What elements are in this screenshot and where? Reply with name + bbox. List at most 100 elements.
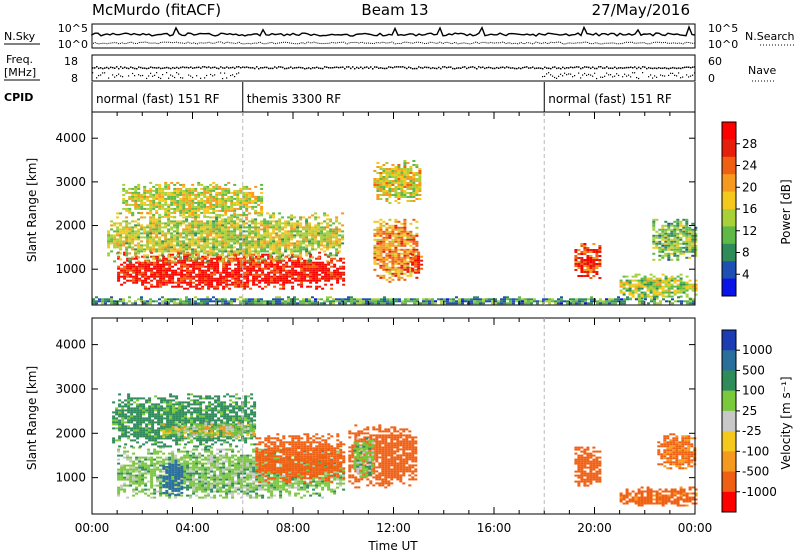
data-cell: [230, 218, 234, 221]
data-cell: [272, 244, 276, 247]
data-cell: [676, 289, 680, 292]
data-cell: [311, 236, 315, 239]
data-cell: [254, 300, 257, 303]
data-cell: [284, 244, 288, 247]
data-cell: [275, 228, 279, 231]
data-cell: [213, 277, 217, 280]
data-cell: [125, 189, 129, 192]
data-cell: [679, 295, 683, 298]
data-cell: [222, 279, 226, 282]
data-cell: [212, 205, 216, 208]
data-cell: [653, 302, 656, 305]
data-cell: [309, 265, 313, 268]
data-cell: [279, 269, 283, 272]
data-cell: [323, 250, 327, 253]
data-cell: [182, 230, 186, 233]
data-cell: [315, 275, 319, 278]
freq-point: [176, 66, 178, 69]
data-cell: [152, 189, 156, 192]
data-cell: [634, 283, 638, 286]
data-cell: [625, 279, 629, 282]
data-cell: [239, 201, 243, 204]
data-cell: [170, 244, 174, 247]
freq-point: [346, 66, 348, 68]
data-cell: [203, 189, 207, 192]
data-cell: [215, 216, 219, 219]
data-cell: [249, 261, 253, 264]
nave-point: [210, 73, 212, 76]
data-cell: [290, 228, 294, 231]
data-cell: [415, 190, 419, 192]
data-cell: [131, 191, 135, 194]
data-cell: [661, 238, 665, 241]
data-cell: [649, 295, 653, 298]
data-cell: [137, 211, 141, 214]
freq-point: [298, 66, 300, 69]
data-cell: [658, 240, 662, 243]
data-cell: [267, 279, 271, 282]
freq-point: [362, 67, 364, 70]
data-cell: [132, 277, 136, 280]
data-cell: [685, 228, 689, 231]
data-cell: [440, 302, 443, 305]
data-cell: [248, 248, 252, 251]
data-cell: [138, 273, 142, 276]
data-cell: [209, 191, 213, 194]
data-cell: [574, 265, 578, 267]
data-cell: [188, 252, 192, 255]
data-cell: [261, 253, 265, 256]
data-cell: [324, 267, 328, 270]
data-cell: [281, 222, 285, 225]
data-cell: [126, 476, 130, 479]
data-cell: [406, 182, 410, 184]
freq-point: [364, 66, 366, 69]
data-cell: [661, 293, 665, 296]
data-cell: [658, 285, 662, 288]
nave-point: [138, 74, 140, 76]
data-cell: [173, 222, 177, 225]
data-cell: [170, 232, 174, 235]
data-cell: [138, 490, 142, 493]
data-cell: [401, 300, 404, 303]
data-cell: [201, 265, 205, 268]
data-cell: [400, 276, 404, 279]
data-cell: [131, 248, 135, 251]
data-cell: [385, 162, 389, 164]
data-cell: [409, 176, 413, 178]
data-cell: [574, 259, 578, 261]
data-cell: [279, 259, 283, 262]
data-cell: [303, 271, 307, 274]
data-cell: [113, 234, 117, 237]
data-cell: [315, 281, 319, 284]
data-cell: [188, 187, 192, 190]
data-cell: [409, 232, 413, 235]
freq-point: [608, 67, 610, 70]
data-cell: [206, 199, 210, 202]
data-cell: [682, 240, 686, 243]
nave-point: [580, 77, 582, 79]
data-cell: [249, 265, 253, 268]
data-cell: [162, 263, 166, 266]
data-cell: [224, 238, 228, 241]
data-cell: [300, 267, 304, 270]
data-cell: [197, 193, 201, 196]
data-cell: [320, 222, 324, 225]
data-cell: [182, 183, 186, 186]
freq-point: [514, 67, 516, 70]
data-cell: [272, 228, 276, 231]
data-cell: [406, 274, 410, 277]
data-cell: [123, 271, 127, 274]
data-cell: [143, 256, 147, 259]
data-cell: [113, 246, 117, 249]
data-cell: [245, 209, 249, 212]
data-cell: [577, 265, 581, 267]
data-cell: [267, 261, 271, 264]
data-cell: [173, 260, 177, 263]
data-cell: [323, 234, 327, 237]
data-cell: [400, 270, 404, 273]
data-cell: [299, 232, 303, 235]
data-cell: [122, 207, 126, 210]
data-cell: [397, 276, 401, 279]
data-cell: [138, 480, 142, 483]
data-cell: [694, 254, 698, 257]
